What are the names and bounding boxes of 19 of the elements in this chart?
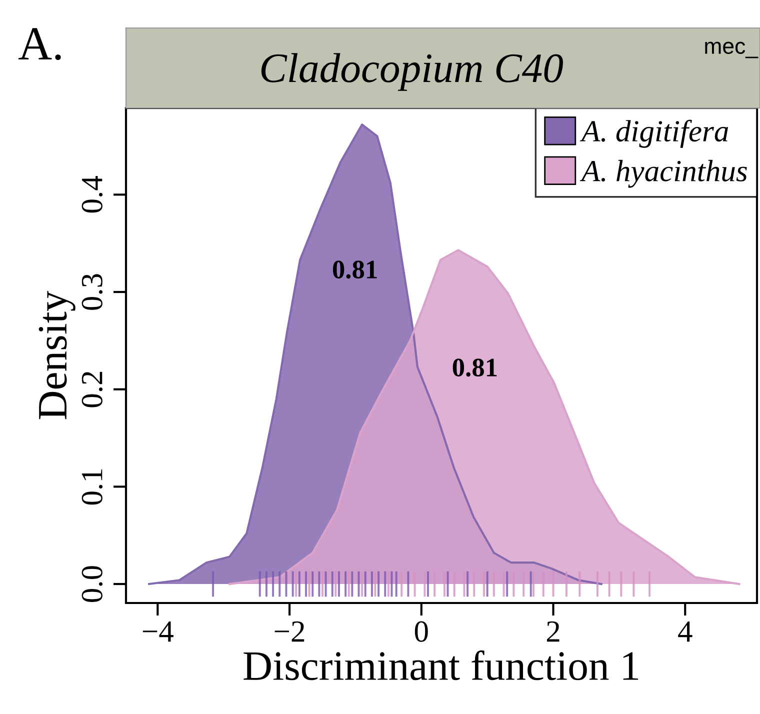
y-tick-label: 0.3 [82,274,103,310]
chart-title: Cladocopium C40 [261,53,563,91]
y-axis-title: Density [38,290,76,420]
x-tick-label: 0 [414,621,428,642]
y-tick-label: 0.1 [82,469,103,505]
x-tick-label: −4 [142,621,174,642]
annotation: 0.81 [452,358,497,377]
legend-label: A. digitifera [580,120,728,148]
annotation: 0.81 [332,260,377,279]
y-tick-label: 0.0 [82,566,103,602]
x-tick-label: 2 [546,621,560,642]
x-tick-label: 4 [678,621,692,642]
x-axis-title: Discriminant function 1 [244,650,638,680]
x-tick-label: −2 [274,621,304,642]
y-tick-label: 0.4 [82,176,103,213]
y-tick-label: 0.2 [82,372,103,408]
text: A. [18,28,61,60]
legend-label: A. hyacinthus [580,160,747,188]
text: mec_ [705,42,758,58]
